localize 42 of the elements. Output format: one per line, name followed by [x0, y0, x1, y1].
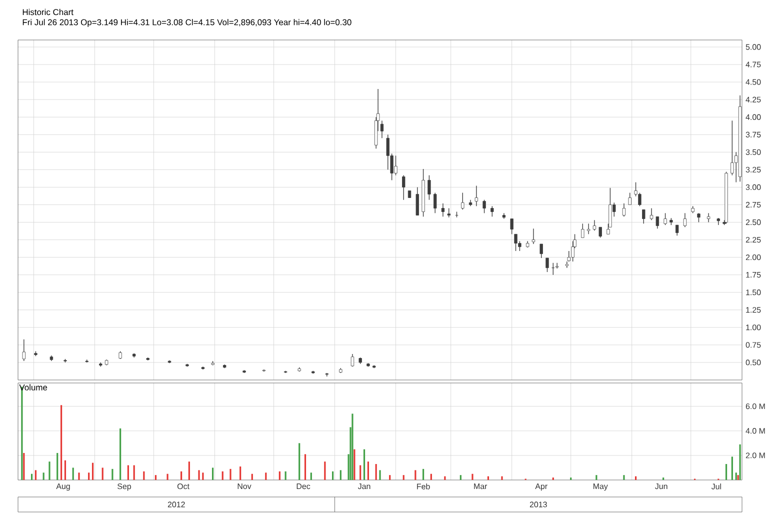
candlestick — [461, 192, 464, 210]
candlestick — [510, 218, 514, 235]
candlestick — [556, 262, 559, 269]
candlestick — [706, 212, 710, 223]
candlestick — [434, 192, 437, 214]
chart-title: Historic Chart — [22, 8, 74, 16]
candlestick — [532, 228, 536, 244]
candlestick — [650, 208, 654, 220]
candlestick — [474, 185, 478, 206]
candlestick — [394, 155, 398, 176]
candlestick — [642, 209, 646, 224]
candlestick — [482, 199, 486, 214]
candlestick — [697, 212, 700, 223]
candlestick — [428, 174, 431, 200]
candlestick — [638, 192, 642, 206]
candlestick — [546, 258, 549, 272]
candlestick — [22, 338, 26, 362]
candlestick — [490, 206, 494, 217]
candlestick — [416, 186, 419, 216]
candlestick — [514, 234, 518, 252]
candlestick — [565, 261, 568, 268]
candlestick — [683, 212, 687, 228]
candlestick — [540, 244, 543, 258]
candlestick — [581, 223, 584, 238]
candlestick — [350, 354, 354, 368]
candlestick — [676, 224, 679, 236]
candlestick — [586, 223, 590, 235]
chart-title: Volume — [19, 384, 48, 390]
candlestick — [622, 202, 626, 217]
chart-subtitle: Fri Jul 26 2013 Op=3.149 Hi=4.31 Lo=3.08 Cl=4.15 Vol=2,896,093 Year hi=4.40 lo=0.30 — [22, 19, 352, 27]
candlestick — [730, 120, 734, 176]
candlestick — [628, 192, 632, 206]
candlestick — [441, 202, 445, 217]
candlestick — [598, 226, 602, 238]
candlestick — [447, 208, 450, 218]
candlestick — [656, 216, 659, 229]
candlestick — [380, 120, 384, 138]
candlestick — [664, 212, 667, 226]
candlestick — [402, 174, 406, 200]
candlestick — [386, 134, 390, 170]
candlestick — [592, 220, 596, 232]
candlestick — [716, 218, 720, 226]
